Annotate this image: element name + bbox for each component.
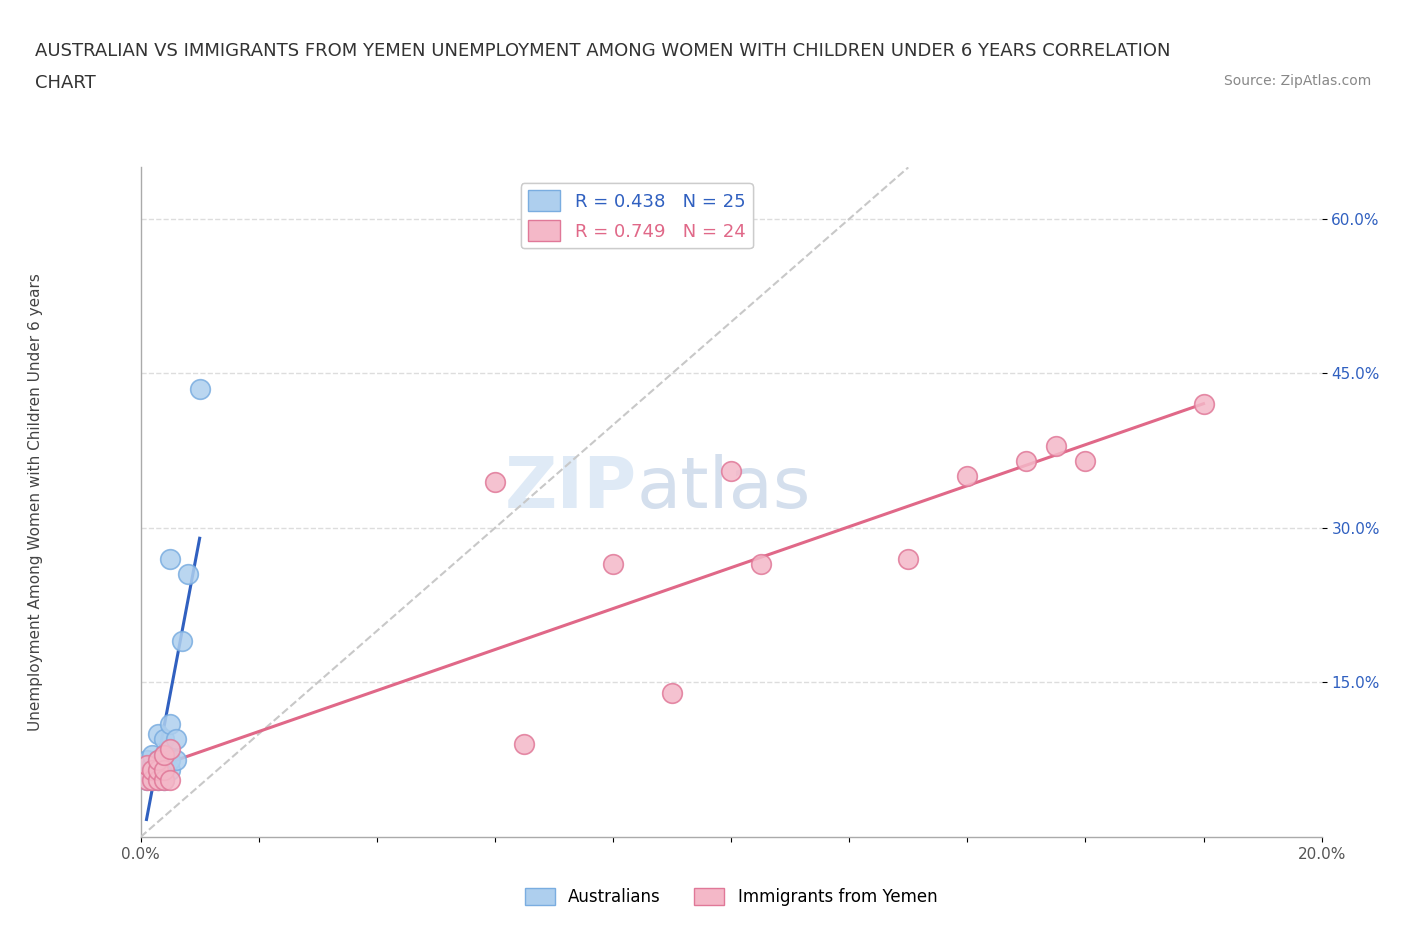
Point bbox=[141, 757, 163, 772]
Point bbox=[141, 763, 163, 777]
Text: Source: ZipAtlas.com: Source: ZipAtlas.com bbox=[1223, 74, 1371, 88]
Point bbox=[720, 464, 742, 479]
Point bbox=[141, 747, 163, 762]
Point bbox=[141, 773, 163, 788]
Point bbox=[135, 757, 157, 772]
Point bbox=[159, 742, 181, 757]
Point bbox=[153, 747, 176, 762]
Point bbox=[159, 752, 181, 767]
Point bbox=[148, 752, 170, 767]
Point bbox=[188, 381, 211, 396]
Text: Unemployment Among Women with Children Under 6 years: Unemployment Among Women with Children U… bbox=[28, 273, 42, 731]
Point bbox=[148, 752, 170, 767]
Point bbox=[135, 752, 157, 767]
Point bbox=[602, 556, 624, 571]
Point bbox=[159, 716, 181, 731]
Point bbox=[153, 752, 176, 767]
Text: ZIP: ZIP bbox=[505, 455, 637, 524]
Text: atlas: atlas bbox=[637, 455, 811, 524]
Point bbox=[165, 732, 187, 747]
Point bbox=[153, 763, 176, 777]
Point bbox=[956, 469, 979, 484]
Point bbox=[1192, 397, 1215, 412]
Point bbox=[148, 763, 170, 777]
Point bbox=[148, 773, 170, 788]
Point bbox=[170, 634, 193, 649]
Point bbox=[1074, 454, 1097, 469]
Legend: R = 0.438   N = 25, R = 0.749   N = 24: R = 0.438 N = 25, R = 0.749 N = 24 bbox=[520, 183, 752, 248]
Point bbox=[153, 773, 176, 788]
Point bbox=[148, 773, 170, 788]
Point bbox=[177, 567, 200, 582]
Point bbox=[897, 551, 920, 566]
Point bbox=[1045, 438, 1067, 453]
Point bbox=[513, 737, 536, 751]
Point bbox=[141, 763, 163, 777]
Point bbox=[165, 752, 187, 767]
Point bbox=[153, 773, 176, 788]
Point bbox=[135, 773, 157, 788]
Point bbox=[159, 551, 181, 566]
Point bbox=[153, 747, 176, 762]
Point bbox=[484, 474, 506, 489]
Point bbox=[159, 763, 181, 777]
Point bbox=[1015, 454, 1038, 469]
Point bbox=[661, 685, 683, 700]
Point bbox=[141, 773, 163, 788]
Point bbox=[148, 726, 170, 741]
Point bbox=[153, 763, 176, 777]
Point bbox=[148, 763, 170, 777]
Point bbox=[159, 773, 181, 788]
Point bbox=[135, 773, 157, 788]
Text: CHART: CHART bbox=[35, 74, 96, 92]
Point bbox=[135, 763, 157, 777]
Text: AUSTRALIAN VS IMMIGRANTS FROM YEMEN UNEMPLOYMENT AMONG WOMEN WITH CHILDREN UNDER: AUSTRALIAN VS IMMIGRANTS FROM YEMEN UNEM… bbox=[35, 42, 1171, 60]
Point bbox=[749, 556, 772, 571]
Legend: Australians, Immigrants from Yemen: Australians, Immigrants from Yemen bbox=[519, 881, 943, 912]
Point bbox=[153, 732, 176, 747]
